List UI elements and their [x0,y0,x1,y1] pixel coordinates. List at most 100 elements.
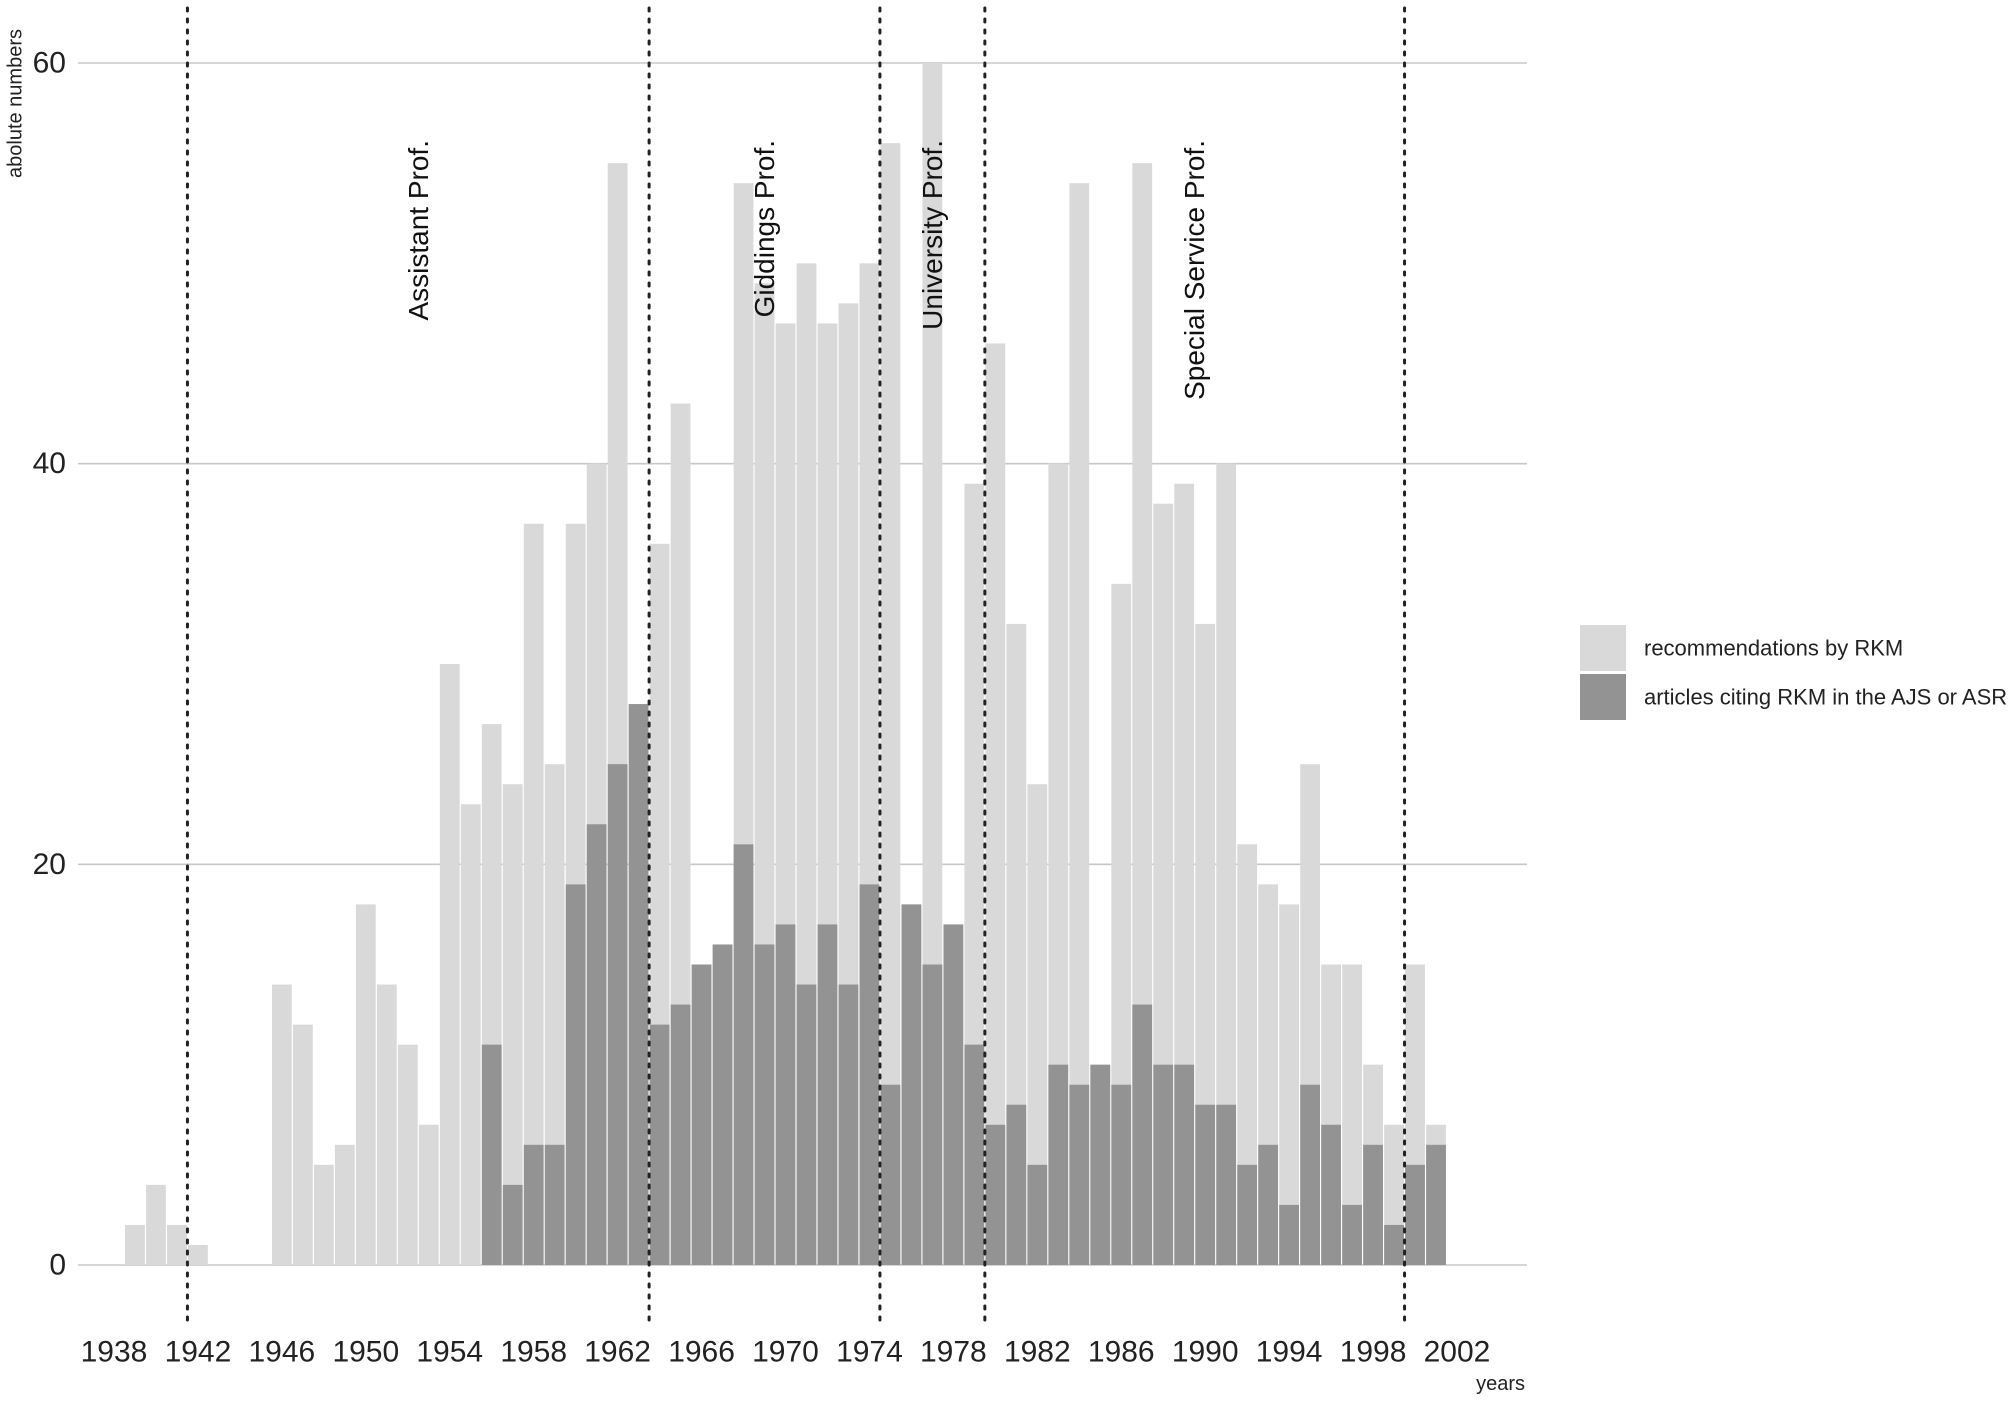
citations-bar-1964 [649,1024,670,1265]
y-tick-label-60: 60 [33,47,66,80]
citations-bar-1996 [1321,1124,1341,1265]
citations-bar-1972 [817,924,838,1265]
recommendations-bar-1939 [125,1224,145,1265]
x-tick-label-1986: 1986 [1088,1336,1155,1369]
citations-bar-1990 [1195,1104,1216,1265]
recommendations-bar-1975 [880,143,901,1265]
citations-bar-1963 [628,704,649,1265]
recommendations-bar-1954 [439,664,460,1265]
citations-bar-1975 [880,1084,901,1265]
recommendations-bar-1948 [313,1164,334,1265]
recommendations-bar-1983 [1048,463,1069,1265]
citations-bars [481,704,1446,1265]
recommendations-bar-1950 [355,904,376,1265]
x-tick-label-1990: 1990 [1172,1336,1239,1369]
citations-bar-1956 [481,1044,502,1265]
citations-bar-1977 [922,964,943,1265]
citations-bar-1994 [1279,1204,1300,1265]
x-tick-label-1946: 1946 [249,1336,316,1369]
x-axis-title: years [1476,1373,1525,1395]
x-tick-label-2002: 2002 [1424,1336,1491,1369]
recommendations-bar-1951 [376,984,397,1265]
citations-bar-1995 [1300,1084,1321,1265]
citations-bar-1970 [775,924,796,1265]
legend: recommendations by RKM articles citing RK… [1580,625,2007,720]
recommendations-bar-1940 [146,1184,166,1265]
x-tick-label-1974: 1974 [836,1336,903,1369]
recommendations-bar-1957 [502,784,523,1265]
x-tick-label-1978: 1978 [920,1336,987,1369]
citations-bar-1997 [1342,1204,1362,1265]
x-tick-label-1994: 1994 [1256,1336,1323,1369]
legend-label-0: recommendations by RKM [1644,636,1903,661]
recommendations-bar-1997 [1342,964,1362,1265]
recommendations-bar-1942 [188,1244,208,1265]
citations-bar-1961 [586,824,607,1265]
recommendations-bar-1984 [1069,183,1090,1266]
y-tick-label-40: 40 [33,447,66,480]
citations-bar-1969 [754,944,775,1265]
legend-label-1: articles citing RKM in the AJS or ASR [1644,685,2007,710]
citations-bar-1971 [796,984,817,1265]
legend-swatch-1 [1580,674,1626,720]
citations-bar-1987 [1132,1004,1153,1265]
citations-bar-1980 [985,1124,1006,1265]
citations-bar-1991 [1216,1104,1237,1265]
citations-bar-1985 [1090,1064,1111,1265]
period-label-1979: Special Service Prof. [1179,140,1210,400]
citations-bar-1981 [1006,1104,1027,1265]
x-tick-label-1982: 1982 [1004,1336,1071,1369]
citations-bar-1967 [712,944,733,1265]
recommendations-bar-1994 [1279,904,1300,1265]
citations-bar-1976 [901,904,922,1265]
recommendations-bar-1982 [1027,784,1048,1265]
citations-bar-1959 [544,1144,565,1265]
citations-bar-1999 [1384,1224,1404,1265]
recommendations-bar-1980 [985,343,1006,1266]
citations-bar-1979 [964,1044,985,1265]
citations-bar-1983 [1048,1064,1069,1265]
citations-bar-1986 [1111,1084,1132,1265]
y-axis-ticks: 0 20 40 60 [33,47,66,1282]
x-tick-label-1962: 1962 [584,1336,651,1369]
x-tick-label-1998: 1998 [1340,1336,1407,1369]
citations-bar-1968 [733,844,754,1265]
citations-bar-2000 [1405,1164,1425,1265]
x-tick-label-1938: 1938 [81,1336,148,1369]
citations-bar-1989 [1174,1064,1195,1265]
y-axis-title: abolute numbers [5,29,27,178]
legend-swatch-0 [1580,625,1626,671]
citations-bar-1988 [1153,1064,1174,1265]
x-tick-label-1966: 1966 [668,1336,735,1369]
x-tick-label-1958: 1958 [500,1336,567,1369]
citations-bar-2001 [1426,1144,1446,1265]
recommendations-bar-1947 [292,1024,313,1265]
recommendations-bar-1958 [523,523,544,1265]
citations-bar-1962 [607,764,628,1265]
citations-bar-1958 [523,1144,544,1265]
citations-bar-1973 [838,984,859,1265]
recommendations-bar-1953 [418,1124,439,1265]
citations-bar-1965 [670,1004,691,1265]
citations-bar-1993 [1258,1144,1279,1265]
citations-bar-1957 [502,1184,523,1265]
recommendations-bar-1949 [334,1144,355,1265]
x-axis-ticks: 1938 1942 1946 1950 1954 1958 1962 1966 1970 1974… [81,1336,1491,1369]
recommendations-bar-1991 [1216,463,1237,1265]
citations-bar-1984 [1069,1084,1090,1265]
citations-bar-1974 [859,884,880,1265]
y-tick-label-0: 0 [49,1249,66,1282]
recommendations-bar-1992 [1237,844,1258,1265]
period-label-1941: Assistant Prof. [403,140,434,321]
recommendations-bar-1955 [460,804,481,1265]
citations-bar-1960 [565,884,586,1265]
x-tick-label-1970: 1970 [752,1336,819,1369]
recommendations-bar-1941 [167,1224,187,1265]
period-label-1974: University Prof. [917,140,948,330]
period-markers: Assistant Prof. Giddings Prof. University … [185,6,1407,1327]
x-tick-label-1942: 1942 [165,1336,232,1369]
citations-bar-1992 [1237,1164,1258,1265]
period-label-1963: Giddings Prof. [749,140,780,317]
y-tick-label-20: 20 [33,848,66,881]
